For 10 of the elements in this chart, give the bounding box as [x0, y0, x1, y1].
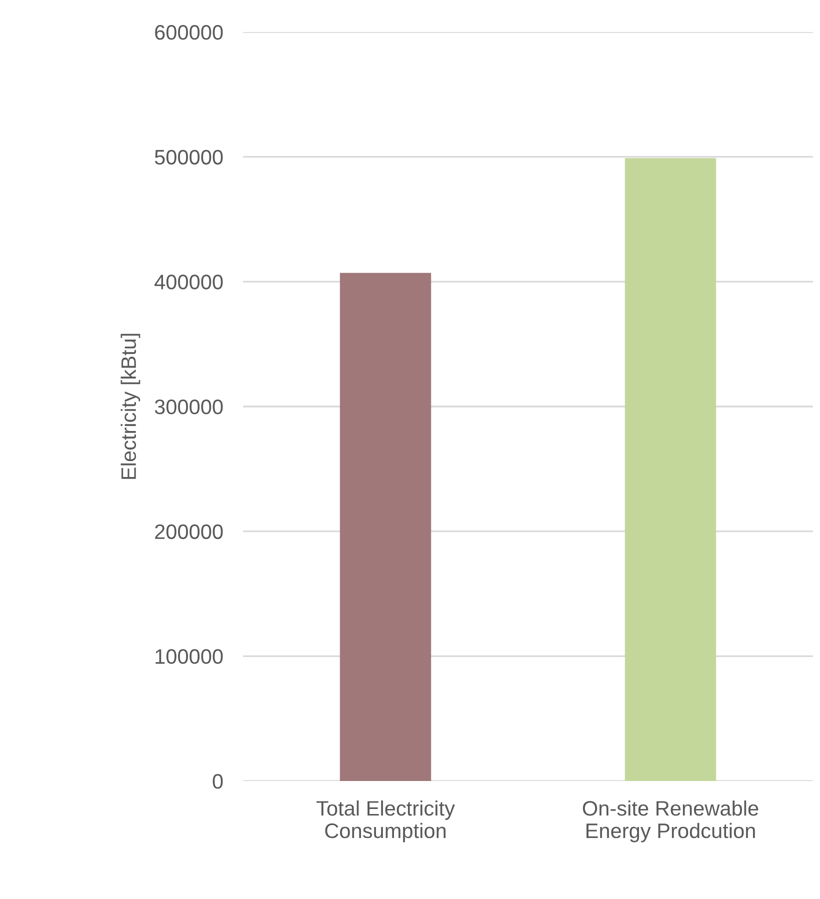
y-tick-label: 200000	[155, 524, 223, 540]
y-axis-title: Electricity [kBtu]	[120, 334, 140, 479]
y-tick-label: 400000	[154, 274, 223, 290]
y-tick-label: 600000	[155, 25, 223, 40]
y-tick-label: 500000	[154, 150, 223, 165]
x-tick-label: On-site Renewable Energy Prodcution	[582, 800, 758, 842]
y-tick-label: 300000	[154, 400, 223, 414]
x-tick-label: Total Electricity Consumption	[316, 800, 455, 842]
y-tick-label: 100000	[156, 649, 223, 664]
y-tick-label: 0	[212, 774, 223, 789]
